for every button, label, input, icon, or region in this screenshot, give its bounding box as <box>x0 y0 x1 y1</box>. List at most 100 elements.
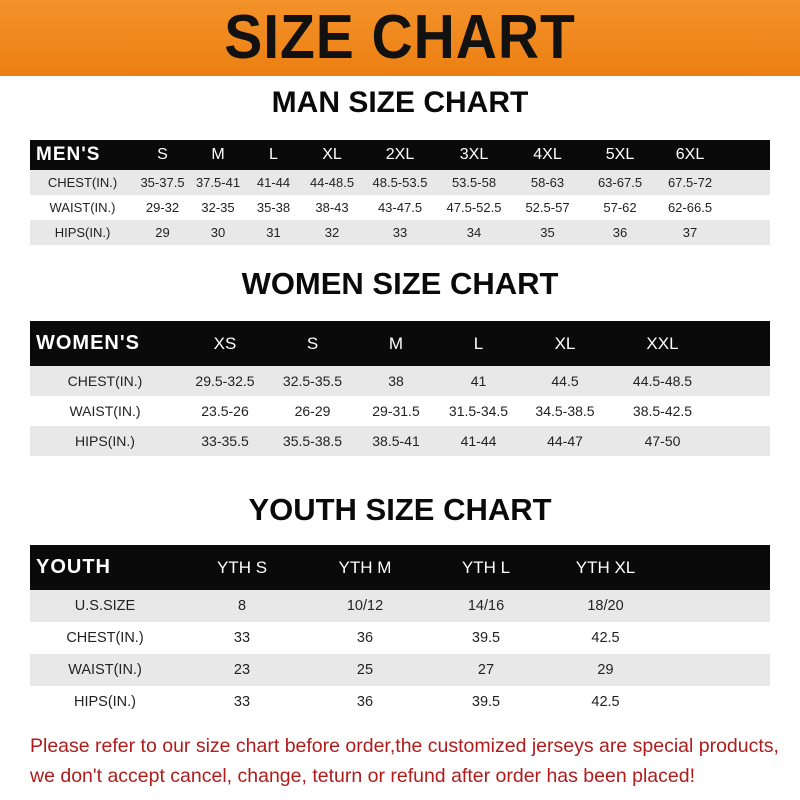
row-label: WAIST(IN.) <box>30 195 135 220</box>
table-cell: 34.5-38.5 <box>520 396 610 426</box>
table-cell: 39.5 <box>426 622 546 654</box>
table-header-row: YOUTH YTH S YTH M YTH L YTH XL <box>30 545 770 590</box>
empty-cell <box>724 140 770 170</box>
empty-cell <box>665 545 770 590</box>
table-cell: 32 <box>301 220 363 245</box>
empty-cell <box>665 686 770 718</box>
size-header-cell: 3XL <box>437 140 511 170</box>
table-cell: 29 <box>546 654 665 686</box>
table-cell: 38 <box>355 366 437 396</box>
size-header-cell: 2XL <box>363 140 437 170</box>
empty-cell <box>715 321 770 366</box>
women-size-table: WOMEN'S XS S M L XL XXL CHEST(IN.) 29.5-32.5 32.5… <box>30 321 770 456</box>
empty-cell <box>715 366 770 396</box>
size-header-cell: 5XL <box>584 140 656 170</box>
row-label: CHEST(IN.) <box>30 622 180 654</box>
table-row: WAIST(IN.) 23 25 27 29 <box>30 654 770 686</box>
row-label: HIPS(IN.) <box>30 426 180 456</box>
size-header-cell: S <box>270 321 355 366</box>
table-title-cell: YOUTH <box>30 545 180 590</box>
table-cell: 32-35 <box>190 195 246 220</box>
table-cell: 29-31.5 <box>355 396 437 426</box>
table-cell: 38-43 <box>301 195 363 220</box>
table-cell: 33 <box>180 686 304 718</box>
row-label: HIPS(IN.) <box>30 686 180 718</box>
table-cell: 57-62 <box>584 195 656 220</box>
table-cell: 33 <box>180 622 304 654</box>
size-header-cell: XXL <box>610 321 715 366</box>
empty-cell <box>665 590 770 622</box>
size-header-cell: L <box>437 321 520 366</box>
table-row: CHEST(IN.) 29.5-32.5 32.5-35.5 38 41 44.5 44.5… <box>30 366 770 396</box>
table-cell: 25 <box>304 654 426 686</box>
table-header-row: WOMEN'S XS S M L XL XXL <box>30 321 770 366</box>
table-row: CHEST(IN.) 35-37.5 37.5-41 41-44 44-48.5 48.5… <box>30 170 770 195</box>
table-cell: 32.5-35.5 <box>270 366 355 396</box>
table-row: HIPS(IN.) 33 36 39.5 42.5 <box>30 686 770 718</box>
size-header-cell: YTH L <box>426 545 546 590</box>
table-cell: 44-47 <box>520 426 610 456</box>
table-cell: 30 <box>190 220 246 245</box>
notice-line-1: Please refer to our size chart before or… <box>30 735 779 757</box>
table-cell: 41-44 <box>437 426 520 456</box>
row-label: CHEST(IN.) <box>30 366 180 396</box>
row-label: WAIST(IN.) <box>30 396 180 426</box>
table-cell: 29.5-32.5 <box>180 366 270 396</box>
empty-cell <box>724 195 770 220</box>
table-row: WAIST(IN.) 29-32 32-35 35-38 38-43 43-47.5 47.… <box>30 195 770 220</box>
table-cell: 67.5-72 <box>656 170 724 195</box>
table-title-cell: WOMEN'S <box>30 321 180 366</box>
table-cell: 44.5 <box>520 366 610 396</box>
table-cell: 10/12 <box>304 590 426 622</box>
table-cell: 37 <box>656 220 724 245</box>
table-cell: 36 <box>584 220 656 245</box>
table-cell: 47-50 <box>610 426 715 456</box>
table-cell: 36 <box>304 686 426 718</box>
women-section-title: WOMEN SIZE CHART <box>241 266 559 301</box>
table-cell: 35-37.5 <box>135 170 190 195</box>
table-cell: 23.5-26 <box>180 396 270 426</box>
size-header-cell: XL <box>520 321 610 366</box>
table-cell: 18/20 <box>546 590 665 622</box>
table-cell: 41-44 <box>246 170 301 195</box>
table-row: WAIST(IN.) 23.5-26 26-29 29-31.5 31.5-34.5 34… <box>30 396 770 426</box>
youth-size-table: YOUTH YTH S YTH M YTH L YTH XL U.S.SIZE 8 10/12… <box>30 545 770 718</box>
size-header-cell: YTH M <box>304 545 426 590</box>
empty-cell <box>715 426 770 456</box>
size-header-cell: M <box>355 321 437 366</box>
table-cell: 42.5 <box>546 686 665 718</box>
table-cell: 31 <box>246 220 301 245</box>
table-cell: 38.5-42.5 <box>610 396 715 426</box>
table-cell: 23 <box>180 654 304 686</box>
table-cell: 48.5-53.5 <box>363 170 437 195</box>
table-cell: 52.5-57 <box>511 195 584 220</box>
size-header-cell: S <box>135 140 190 170</box>
size-header-cell: XL <box>301 140 363 170</box>
table-cell: 63-67.5 <box>584 170 656 195</box>
table-cell: 53.5-58 <box>437 170 511 195</box>
empty-cell <box>665 654 770 686</box>
table-row: HIPS(IN.) 29 30 31 32 33 34 35 36 37 <box>30 220 770 245</box>
empty-cell <box>724 220 770 245</box>
size-header-cell: M <box>190 140 246 170</box>
page-title: SIZE CHART <box>224 3 576 72</box>
table-header-row: MEN'S S M L XL 2XL 3XL 4XL 5XL 6XL <box>30 140 770 170</box>
notice-line-2: we don't accept cancel, change, teturn o… <box>30 765 695 787</box>
men-section-title: MAN SIZE CHART <box>271 86 529 119</box>
size-header-cell: XS <box>180 321 270 366</box>
empty-cell <box>715 396 770 426</box>
row-label: CHEST(IN.) <box>30 170 135 195</box>
table-cell: 35-38 <box>246 195 301 220</box>
table-cell: 41 <box>437 366 520 396</box>
table-cell: 29-32 <box>135 195 190 220</box>
table-cell: 44-48.5 <box>301 170 363 195</box>
table-cell: 44.5-48.5 <box>610 366 715 396</box>
table-cell: 8 <box>180 590 304 622</box>
table-cell: 36 <box>304 622 426 654</box>
table-cell: 58-63 <box>511 170 584 195</box>
row-label: U.S.SIZE <box>30 590 180 622</box>
size-header-cell: 6XL <box>656 140 724 170</box>
title-banner: SIZE CHART <box>0 0 800 76</box>
empty-cell <box>665 622 770 654</box>
table-cell: 39.5 <box>426 686 546 718</box>
